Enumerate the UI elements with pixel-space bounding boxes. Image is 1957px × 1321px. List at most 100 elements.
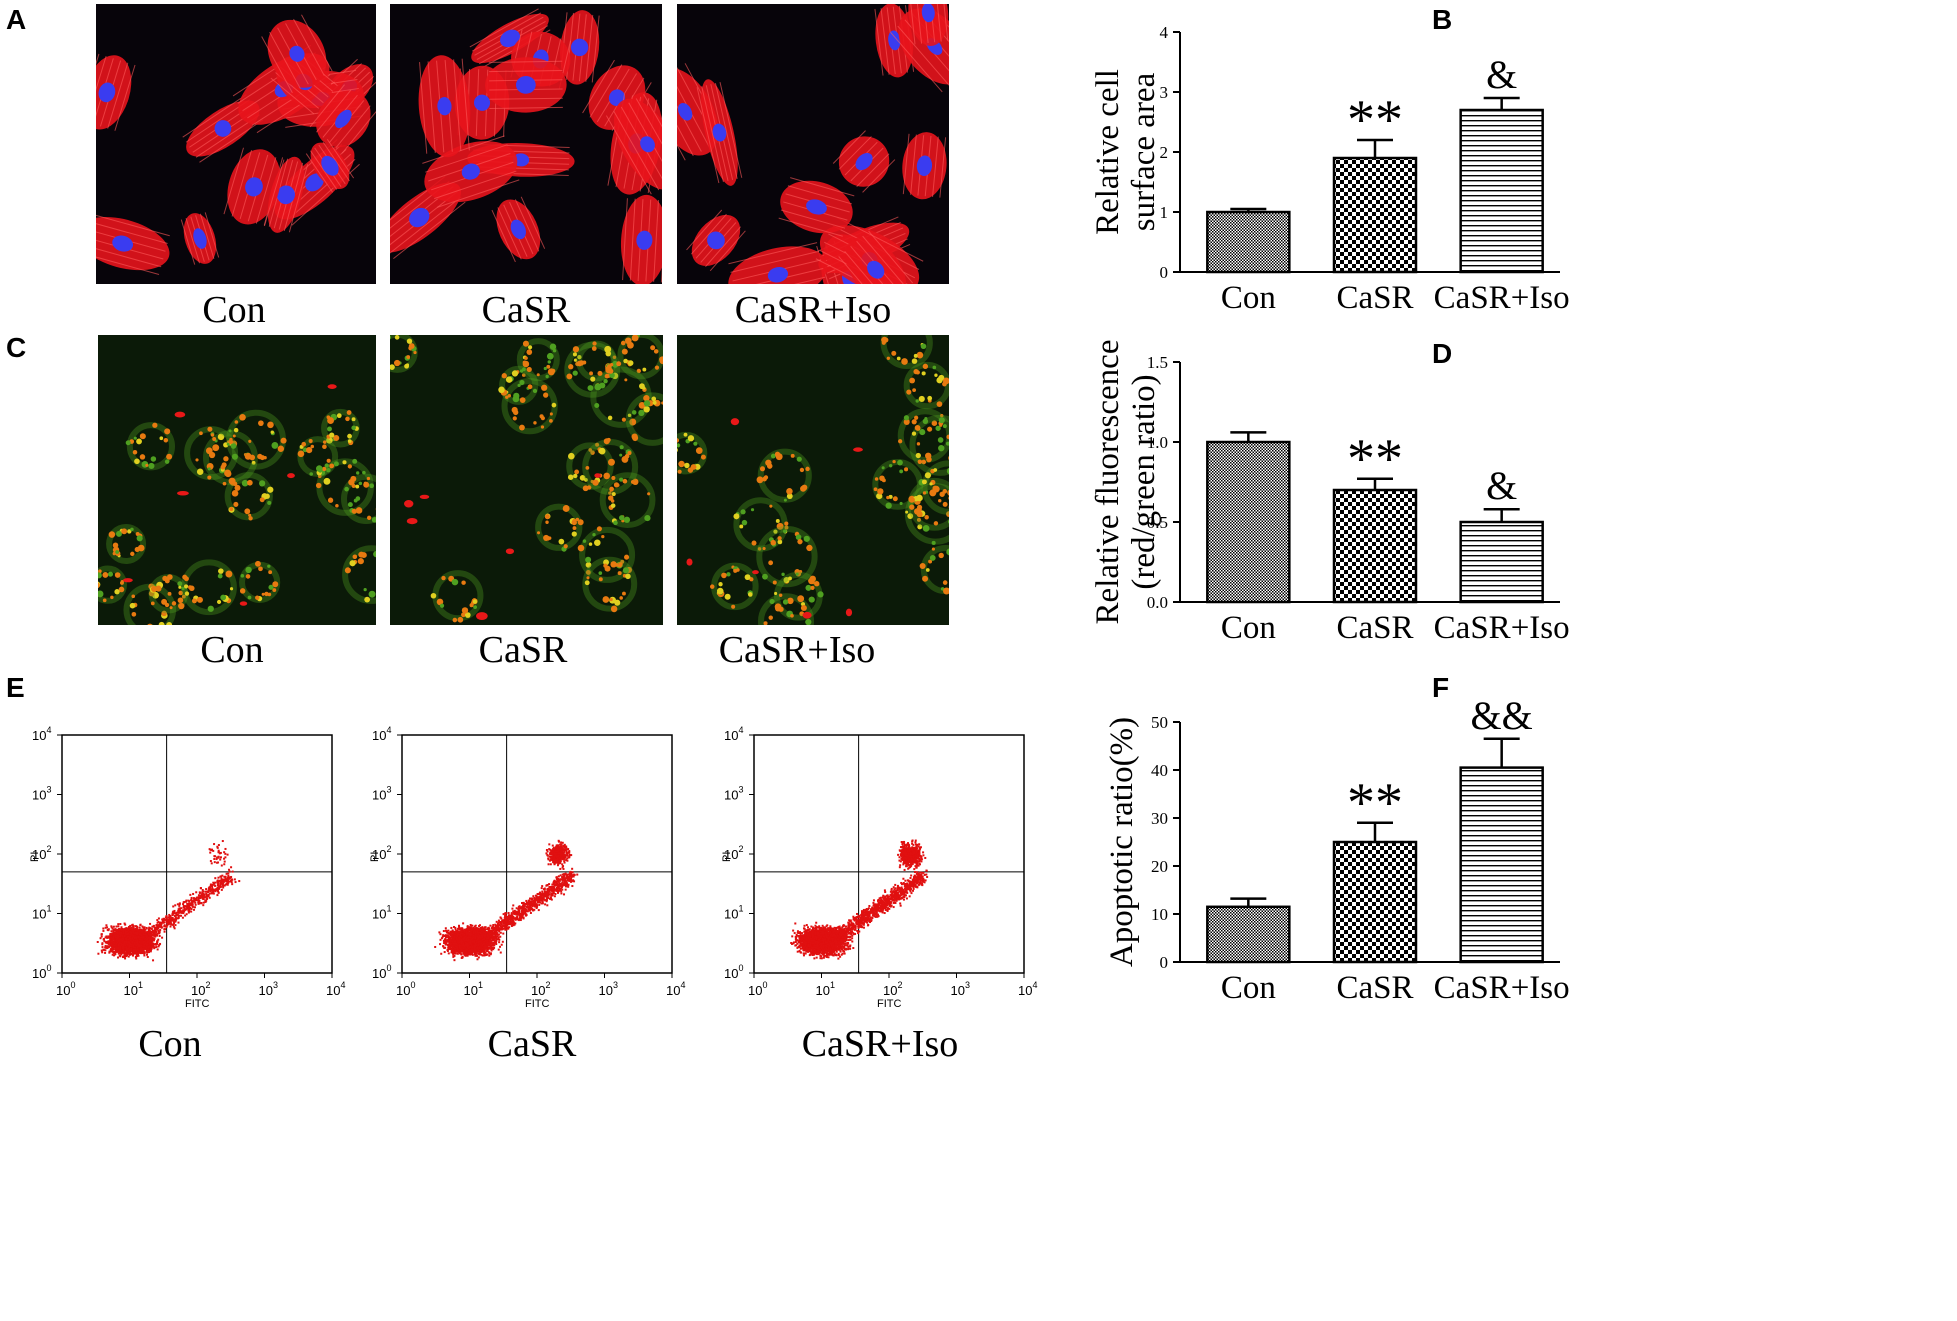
cell xyxy=(677,431,708,475)
cell xyxy=(501,378,558,435)
nucleus xyxy=(888,30,901,51)
y-tick-label: 101 xyxy=(372,904,391,922)
caption-c-casr: CaSR xyxy=(478,629,568,671)
nucleus xyxy=(712,123,727,142)
significance-annotation: ** xyxy=(1347,89,1403,151)
cell xyxy=(832,130,896,193)
y-tick-label: 103 xyxy=(724,785,743,803)
cell xyxy=(261,14,333,94)
bar xyxy=(1459,520,1544,604)
micrograph-c-casr xyxy=(390,335,663,625)
y-tick-label: 100 xyxy=(372,963,391,981)
x-tick-label: CaSR+Iso xyxy=(1434,970,1570,1006)
significance-annotation: & xyxy=(1486,463,1517,508)
cell xyxy=(599,472,656,528)
cell xyxy=(909,414,949,476)
cell xyxy=(605,94,662,195)
nucleus xyxy=(707,231,725,250)
micrograph-a-casr xyxy=(390,4,662,284)
cell xyxy=(625,392,663,446)
x-tick-label: Con xyxy=(1221,970,1276,1006)
y-tick-label: 0.0 xyxy=(1147,593,1168,612)
cell xyxy=(908,4,949,46)
cell xyxy=(903,361,949,410)
y-tick-label: 10 xyxy=(1151,905,1168,924)
x-tick-label: 100 xyxy=(56,980,75,998)
y-tick-label: 3 xyxy=(1160,83,1169,102)
x-tick-label: CaSR+Iso xyxy=(1434,280,1570,316)
y-tick-label: 50 xyxy=(1151,713,1168,732)
cell xyxy=(696,79,743,186)
x-tick-label: 101 xyxy=(464,980,483,998)
nucleus xyxy=(806,199,827,215)
plot-frame xyxy=(753,734,1025,974)
x-tick-label: 103 xyxy=(599,980,618,998)
x-tick-label: Con xyxy=(1221,280,1276,316)
bar-chart-b: 0 1 2 3 4 Relative cell surface area Con CaSR ** C… xyxy=(1090,23,1570,316)
nucleus xyxy=(916,155,933,176)
nucleus xyxy=(98,82,116,103)
y-tick-label: 1.0 xyxy=(1147,433,1168,452)
cell xyxy=(838,230,914,284)
cell xyxy=(224,472,274,521)
nucleus xyxy=(112,235,134,252)
cell xyxy=(184,426,239,481)
cell xyxy=(686,209,746,272)
cell xyxy=(390,335,418,373)
x-tick-label: CaSR xyxy=(1336,280,1413,316)
x-tick-label: 102 xyxy=(883,980,902,998)
caption-a-casr: CaSR xyxy=(481,289,571,331)
y-tick-label: 103 xyxy=(372,785,391,803)
micrograph-c-casr-iso xyxy=(677,335,949,625)
cell xyxy=(516,338,560,382)
cell xyxy=(620,194,662,284)
nucleus xyxy=(921,4,935,23)
nucleus xyxy=(767,266,789,283)
cell xyxy=(297,436,339,477)
y-axis-label: Relative cell xyxy=(1090,69,1126,235)
nucleus xyxy=(245,177,263,197)
bar xyxy=(1459,108,1544,274)
y-tick-label: 100 xyxy=(724,963,743,981)
cell xyxy=(880,335,933,369)
x-tick-label: 103 xyxy=(951,980,970,998)
cell xyxy=(564,341,622,398)
cell xyxy=(773,571,824,621)
nucleus xyxy=(510,219,526,240)
y-tick-label: 104 xyxy=(372,725,391,743)
panel-label-d: D xyxy=(1432,338,1453,369)
cell xyxy=(106,524,147,565)
y-tick-label: 1 xyxy=(1160,203,1169,222)
y-axis-label: Apoptotic ratio(%) xyxy=(1104,717,1140,967)
bar-chart-d: 0.0 0.5 1.0 1.5 Relative fluorescence (red/gr… xyxy=(1090,340,1570,646)
cell xyxy=(617,335,663,380)
y-axis-label: PI xyxy=(29,852,41,862)
cell xyxy=(902,132,947,200)
nucleus xyxy=(678,102,693,121)
y-tick-label: 100 xyxy=(32,963,51,981)
nucleus xyxy=(461,163,480,180)
significance-annotation: & xyxy=(1486,52,1517,97)
x-axis-label: FITC xyxy=(525,998,549,1010)
cell xyxy=(535,503,584,552)
x-tick-label: 103 xyxy=(259,980,278,998)
caption-a-casr-iso: CaSR+Iso xyxy=(734,289,892,331)
y-tick-label: 103 xyxy=(32,785,51,803)
panel-label-a: A xyxy=(6,4,27,35)
x-tick-label: 104 xyxy=(666,980,685,998)
x-tick-label: Con xyxy=(1221,610,1276,646)
significance-annotation: && xyxy=(1471,693,1533,738)
nucleus xyxy=(305,173,324,192)
significance-annotation: ** xyxy=(1347,428,1403,490)
nucleus xyxy=(636,230,653,250)
cell xyxy=(756,448,812,503)
nucleus xyxy=(193,228,207,249)
cell xyxy=(582,556,638,613)
y-tick-label: 101 xyxy=(724,904,743,922)
scatter-points xyxy=(434,839,579,962)
cell xyxy=(728,242,828,284)
nucleus xyxy=(473,94,491,111)
cell xyxy=(418,55,471,158)
cell xyxy=(919,544,949,595)
cell xyxy=(921,460,949,515)
